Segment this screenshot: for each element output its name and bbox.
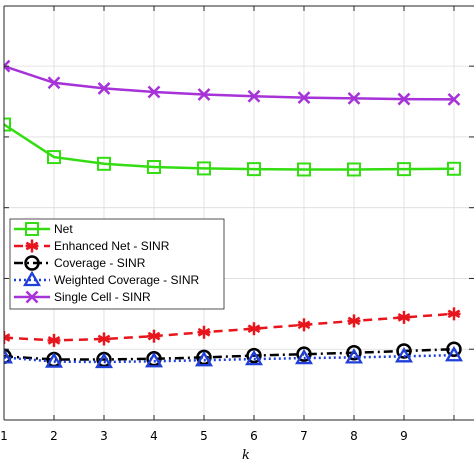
data-point [146, 160, 161, 174]
data-point [196, 349, 212, 366]
series-4 [4, 59, 461, 106]
x-tick-label: 3 [100, 429, 108, 443]
legend-entry: Single Cell - SINR [14, 290, 151, 304]
data-point [246, 347, 262, 364]
legend-marker [25, 290, 39, 304]
legend-label: Enhanced Net - SINR [54, 239, 170, 253]
data-point [347, 91, 361, 105]
data-point [346, 345, 362, 361]
data-point [44, 352, 63, 368]
data-point [296, 346, 312, 362]
data-point [47, 76, 61, 90]
data-point [396, 162, 411, 177]
data-point [194, 350, 213, 367]
legend-entry: Enhanced Net - SINR [14, 239, 170, 253]
series-line [4, 347, 455, 361]
legend-entry: Weighted Coverage - SINR [14, 270, 200, 287]
grid [4, 6, 474, 420]
data-point [246, 162, 261, 177]
data-point [47, 333, 61, 347]
series-0 [4, 117, 461, 177]
legend-marker [22, 270, 42, 287]
series-layer [4, 59, 463, 369]
series-line [4, 65, 455, 101]
data-point [46, 150, 61, 165]
data-point [294, 348, 313, 365]
data-point [394, 347, 413, 363]
data-point [197, 325, 211, 339]
legend-label: Weighted Coverage - SINR [54, 273, 200, 287]
legend-marker [24, 255, 40, 271]
data-point [344, 348, 363, 364]
data-point [397, 310, 411, 324]
plot-background [4, 6, 474, 420]
data-point [347, 314, 361, 328]
data-point [4, 348, 12, 365]
x-tick-label: 9 [400, 429, 408, 443]
series-1 [4, 307, 461, 347]
data-point [244, 349, 263, 366]
legend-label: Coverage - SINR [54, 256, 146, 270]
x-tick-label: 6 [250, 429, 258, 443]
data-point [147, 329, 161, 343]
axes [3, 5, 474, 421]
data-point [297, 318, 311, 332]
data-point [446, 161, 461, 176]
series-3 [4, 345, 463, 369]
legend-label: Single Cell - SINR [54, 290, 151, 304]
x-tick-labels: 1 2 3 4 5 6 7 8 9 [0, 429, 408, 443]
data-point [397, 92, 411, 106]
data-point [144, 351, 163, 368]
data-point [447, 307, 461, 321]
legend-marker [25, 222, 39, 236]
data-point [447, 93, 461, 106]
series-line [4, 312, 455, 342]
data-point [346, 162, 361, 177]
legend-label: Net [54, 222, 73, 236]
x-tick-label: 5 [200, 429, 208, 443]
data-point [97, 332, 111, 346]
data-point [97, 82, 111, 95]
data-point [296, 162, 311, 177]
legend-marker [25, 239, 39, 253]
data-point [4, 117, 11, 132]
series-line [4, 123, 455, 171]
legend-box [9, 218, 225, 310]
x-tick-label: 4 [150, 429, 158, 443]
x-tick-label: 2 [50, 429, 58, 443]
data-point [96, 156, 111, 171]
data-point [4, 348, 14, 364]
series-line [4, 353, 455, 364]
legend-entry: Net [14, 222, 73, 236]
x-tick-label: 1 [0, 429, 8, 443]
data-point [94, 352, 113, 369]
x-axis-label: k [242, 448, 250, 463]
data-point [4, 331, 11, 345]
data-point [444, 345, 463, 362]
x-tick-label: 8 [350, 429, 358, 443]
data-point [297, 91, 311, 105]
data-point [147, 85, 161, 99]
x-tick-label: 7 [300, 429, 308, 443]
data-point [197, 88, 211, 101]
legend: Net Enhanced Net - SINR Coverage - SINR Wei… [9, 218, 225, 310]
data-point [247, 89, 261, 103]
data-point [196, 161, 211, 176]
data-point [247, 322, 261, 336]
legend-entry: Coverage - SINR [14, 255, 146, 271]
data-point [4, 59, 11, 73]
